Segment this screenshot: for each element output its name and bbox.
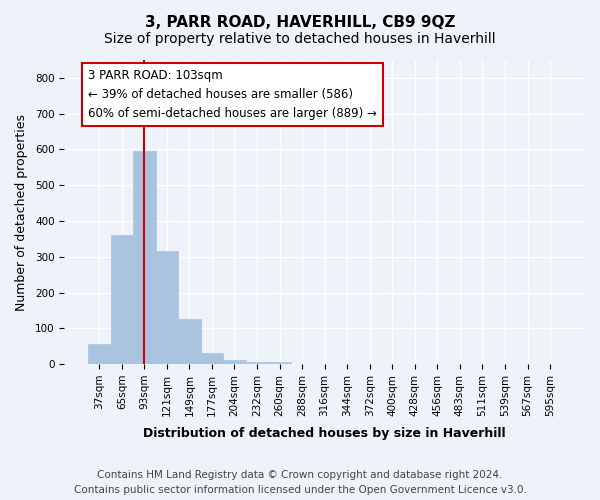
X-axis label: Distribution of detached houses by size in Haverhill: Distribution of detached houses by size …	[143, 427, 506, 440]
Bar	[178, 320, 200, 364]
Bar	[110, 236, 133, 364]
Bar	[88, 344, 110, 364]
Text: 3, PARR ROAD, HAVERHILL, CB9 9QZ: 3, PARR ROAD, HAVERHILL, CB9 9QZ	[145, 15, 455, 30]
Text: Size of property relative to detached houses in Haverhill: Size of property relative to detached ho…	[104, 32, 496, 46]
Bar	[155, 252, 178, 364]
Y-axis label: Number of detached properties: Number of detached properties	[15, 114, 28, 310]
Bar	[268, 362, 291, 364]
Text: 3 PARR ROAD: 103sqm
← 39% of detached houses are smaller (586)
60% of semi-detac: 3 PARR ROAD: 103sqm ← 39% of detached ho…	[88, 69, 377, 120]
Bar	[223, 360, 246, 364]
Bar	[246, 362, 268, 364]
Bar	[133, 151, 155, 364]
Text: Contains HM Land Registry data © Crown copyright and database right 2024.
Contai: Contains HM Land Registry data © Crown c…	[74, 470, 526, 495]
Bar	[200, 354, 223, 364]
